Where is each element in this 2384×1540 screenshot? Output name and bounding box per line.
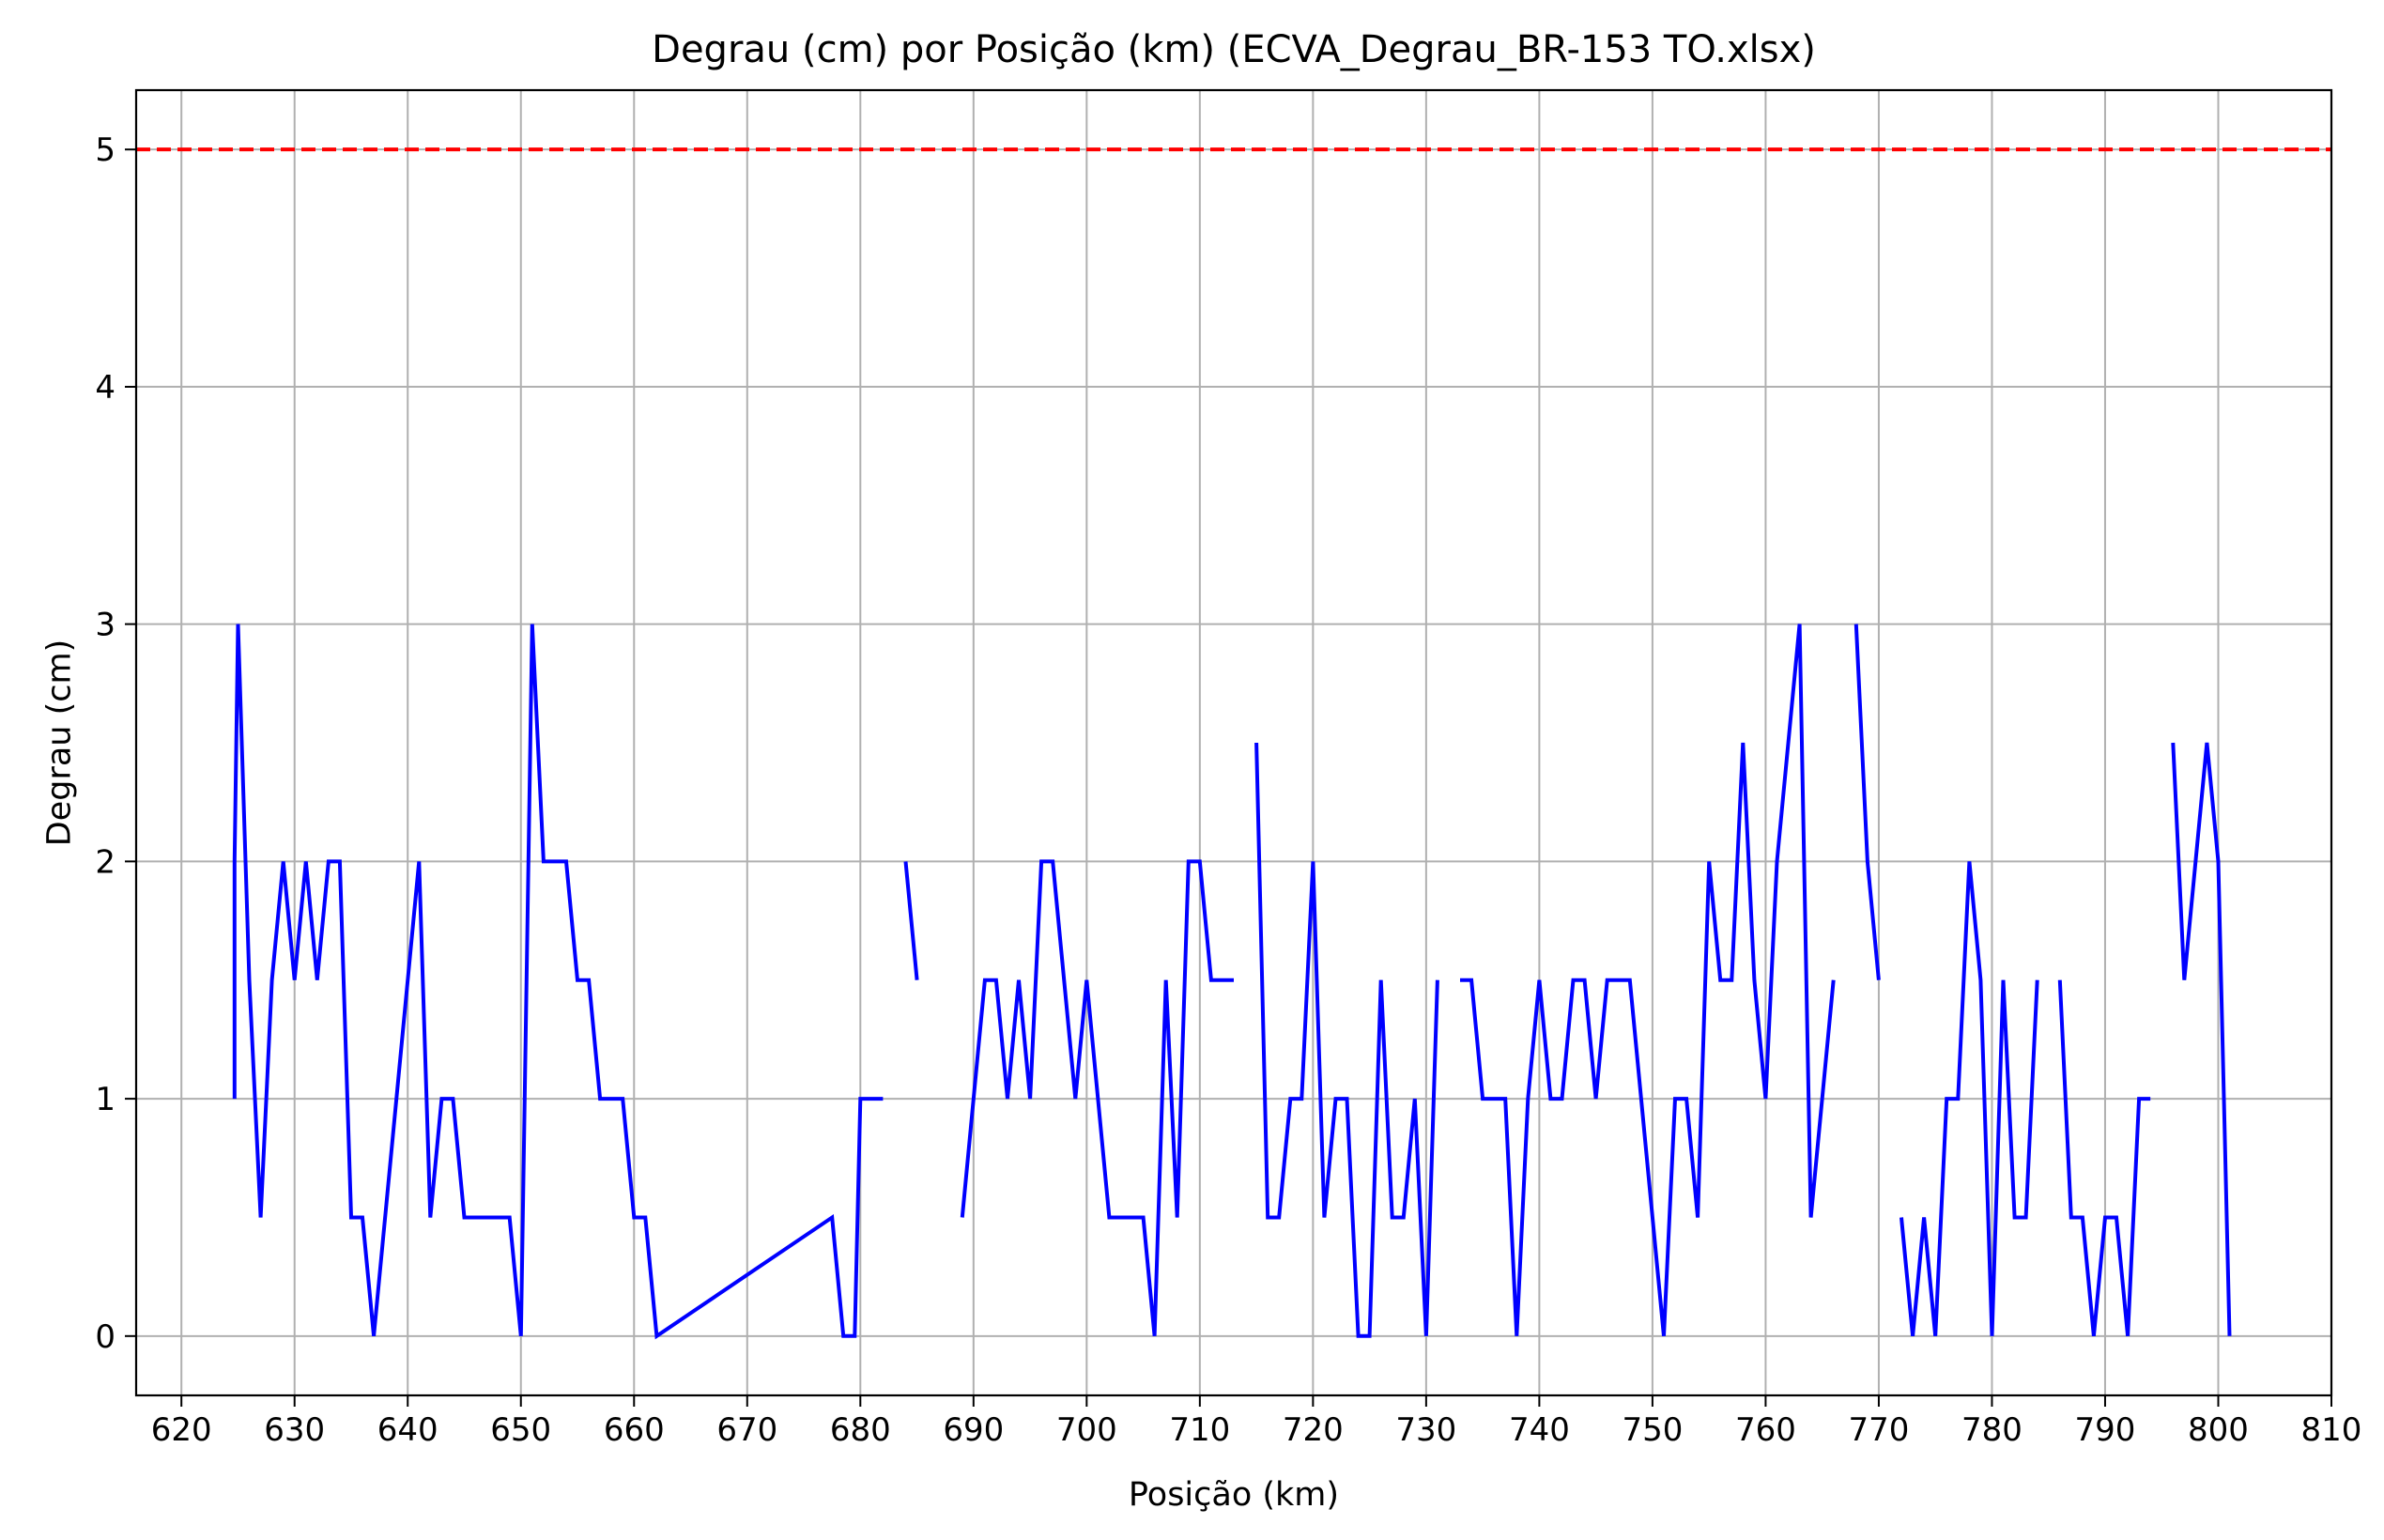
plot-frame <box>134 88 2333 1397</box>
series-line-segment <box>1460 624 1836 1336</box>
x-tick-label: 760 <box>1735 1411 1796 1449</box>
x-tick-label: 790 <box>2075 1411 2136 1449</box>
series-line-segment <box>2057 979 2151 1336</box>
x-tick-label: 630 <box>264 1411 325 1449</box>
x-tick-label: 660 <box>604 1411 665 1449</box>
x-tick-label: 730 <box>1395 1411 1456 1449</box>
x-tick-label: 640 <box>377 1411 438 1449</box>
y-tick-label: 1 <box>95 1081 115 1118</box>
x-axis-label: Posição (km) <box>1129 1476 1339 1514</box>
series-line-segment <box>1853 624 1881 980</box>
y-tick-label: 5 <box>95 131 115 169</box>
x-tick-label: 690 <box>943 1411 1004 1449</box>
x-tick-label: 720 <box>1283 1411 1344 1449</box>
series-line-segment <box>1254 742 1439 1338</box>
x-tick-label: 680 <box>830 1411 891 1449</box>
series-line-segment <box>2171 742 2232 1336</box>
x-tick-label: 650 <box>490 1411 551 1449</box>
x-axis-ticks: 620 630 640 650 660 670 680 690 700 710 720 730 740 7… <box>151 1395 2362 1449</box>
x-tick-label: 700 <box>1056 1411 1117 1449</box>
grid <box>136 90 2332 1395</box>
y-axis-label: Degrau (cm) <box>40 639 78 847</box>
y-tick-label: 3 <box>95 607 115 644</box>
y-tick-label: 4 <box>95 369 115 407</box>
series-line-segment <box>960 859 1234 1336</box>
series <box>232 624 2232 1340</box>
series-line-segment <box>232 624 884 1340</box>
x-tick-label: 740 <box>1509 1411 1570 1449</box>
x-tick-label: 670 <box>716 1411 777 1449</box>
x-tick-label: 750 <box>1622 1411 1683 1449</box>
y-axis-ticks: 0 1 2 3 4 5 <box>95 131 136 1356</box>
x-tick-label: 620 <box>151 1411 212 1449</box>
series-line-segment <box>903 861 919 980</box>
y-tick-label: 2 <box>95 843 115 881</box>
y-tick-label: 0 <box>95 1318 115 1356</box>
chart-title: Degrau (cm) por Posição (km) (ECVA_Degra… <box>652 28 1816 71</box>
series-line-segment <box>1900 861 2039 1336</box>
x-tick-label: 710 <box>1169 1411 1230 1449</box>
x-tick-label: 800 <box>2188 1411 2249 1449</box>
x-tick-label: 770 <box>1848 1411 1909 1449</box>
x-tick-label: 780 <box>1961 1411 2023 1449</box>
x-tick-label: 810 <box>2301 1411 2362 1449</box>
